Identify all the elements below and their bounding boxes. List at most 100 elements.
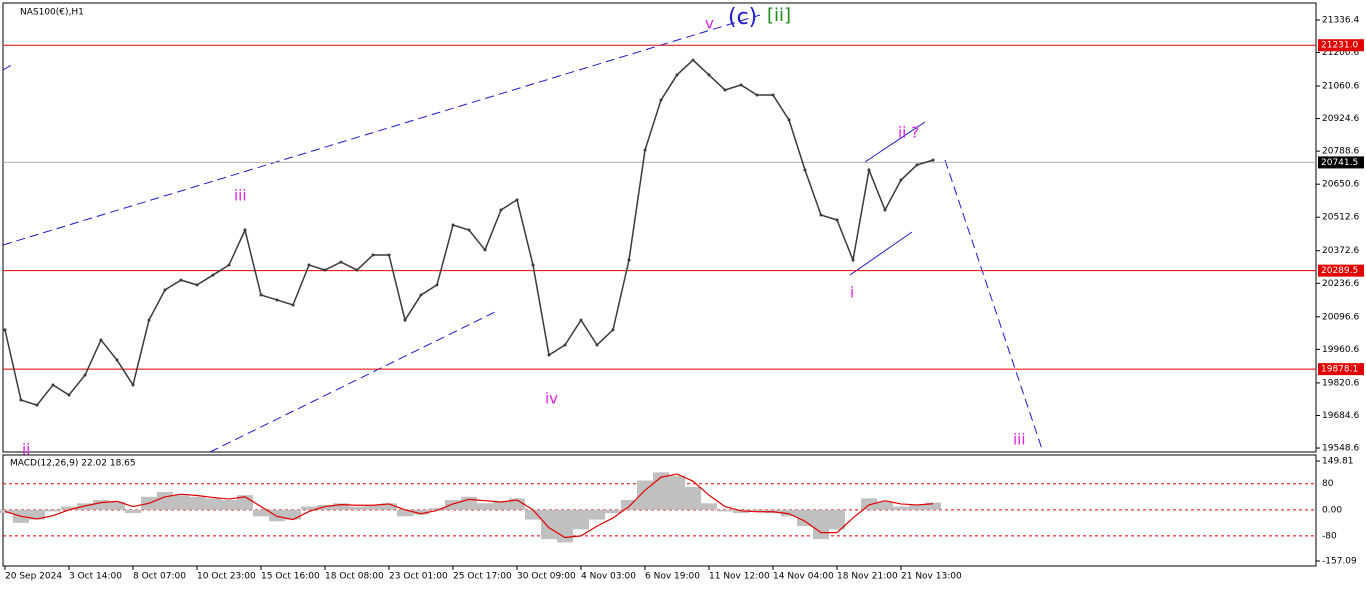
price-point [435,283,439,287]
macd-bar [909,504,925,510]
wave-label: iii [234,187,247,205]
trendline [864,121,926,163]
price-point [931,158,935,162]
y-tick-label: 149.81 [1322,457,1354,467]
macd-bar [781,509,797,517]
price-point [723,88,727,92]
macd-bar [61,506,77,510]
price-point [371,253,375,257]
wave-label: [ii] [767,5,791,26]
macd-bar [669,475,685,510]
price-point [211,273,215,277]
y-tick-label: 19548.6 [1322,444,1359,454]
trendline [944,159,1044,453]
price-point [659,98,663,102]
x-tick-label: 23 Oct 01:00 [389,572,448,582]
x-tick-label: 15 Oct 16:00 [261,572,320,582]
macd-bar [285,509,301,520]
x-tick-label: 21 Nov 13:00 [901,572,962,582]
wave-label: iii [1013,431,1026,449]
signal-line [4,473,934,539]
y-tick-label: 21336.4 [1322,15,1359,25]
macd-bar [349,506,365,510]
price-point [595,343,599,347]
x-tick-label: 10 Oct 23:00 [197,572,256,582]
price-point [275,298,279,302]
price-point [899,178,903,182]
level-label-box [1318,39,1364,52]
macd-bar [701,503,717,510]
x-tick-label: 11 Nov 12:00 [709,572,770,582]
wave-label: (c) [728,5,757,30]
price-line [4,59,934,406]
macd-bar [189,496,205,510]
price-point [643,148,647,152]
macd-bar [717,509,733,512]
price-point [3,328,7,332]
macd-bar [29,509,45,520]
x-tick-label: 18 Nov 21:00 [837,572,898,582]
macd-bar [685,487,701,510]
price-point [259,293,263,297]
price-point [51,383,55,387]
level-label-box [1318,363,1364,376]
x-tick-label: 20 Sep 2024 [5,572,62,582]
price-point [531,263,535,267]
price-panel [2,2,1317,453]
y-tick-label: 80 [1322,479,1334,489]
price-point [483,248,487,252]
wave-label: ii ? [898,124,919,142]
macd-bar [221,500,237,510]
macd-bar [733,509,749,514]
macd-bar [925,502,941,510]
price-point [739,83,743,87]
macd-bar [269,509,285,522]
price-point [803,168,807,172]
y-tick-label: 21200.6 [1322,48,1359,58]
price-point [883,208,887,212]
y-tick-label: 21060.6 [1322,82,1359,92]
y-tick-label: 20372.6 [1322,246,1359,256]
price-point [467,228,471,232]
macd-bar [557,509,573,543]
price-point [179,278,183,282]
macd-bar [173,495,189,510]
price-point [131,383,135,387]
price-point [35,403,39,407]
macd-bar [93,500,109,510]
price-point [547,353,551,357]
y-tick-label: -157.09 [1322,557,1357,567]
price-point [307,263,311,267]
x-tick-label: 8 Oct 07:00 [133,572,186,582]
price-point [851,258,855,262]
price-point [499,208,503,212]
price-point [19,398,23,402]
chart-title: NAS100(€),H1 [20,8,84,18]
price-point [387,253,391,257]
price-point [419,293,423,297]
price-point [339,260,343,264]
price-point [627,258,631,262]
x-tick-label: 6 Nov 19:00 [645,572,700,582]
level-label-box [1318,156,1364,169]
price-point [195,283,199,287]
trendline [2,62,16,71]
wedge-lines [849,121,926,276]
price-point [83,373,87,377]
x-tick-label: 14 Nov 04:00 [773,572,834,582]
macd-bar [429,508,445,510]
macd-bar [653,472,669,510]
macd-bar [621,500,637,510]
macd-bar [445,500,461,510]
y-tick-label: 20512.6 [1322,213,1359,223]
y-tick-label: 20096.6 [1322,312,1359,322]
macd-bar [573,509,589,530]
macd-bar [861,498,877,510]
price-point [563,343,567,347]
macd-bar [749,509,765,512]
macd-bar [413,509,429,515]
macd-bar [541,509,557,540]
y-tick-label: 19820.6 [1322,378,1359,388]
price-point [323,268,327,272]
x-tick-label: 4 Nov 03:00 [581,572,636,582]
